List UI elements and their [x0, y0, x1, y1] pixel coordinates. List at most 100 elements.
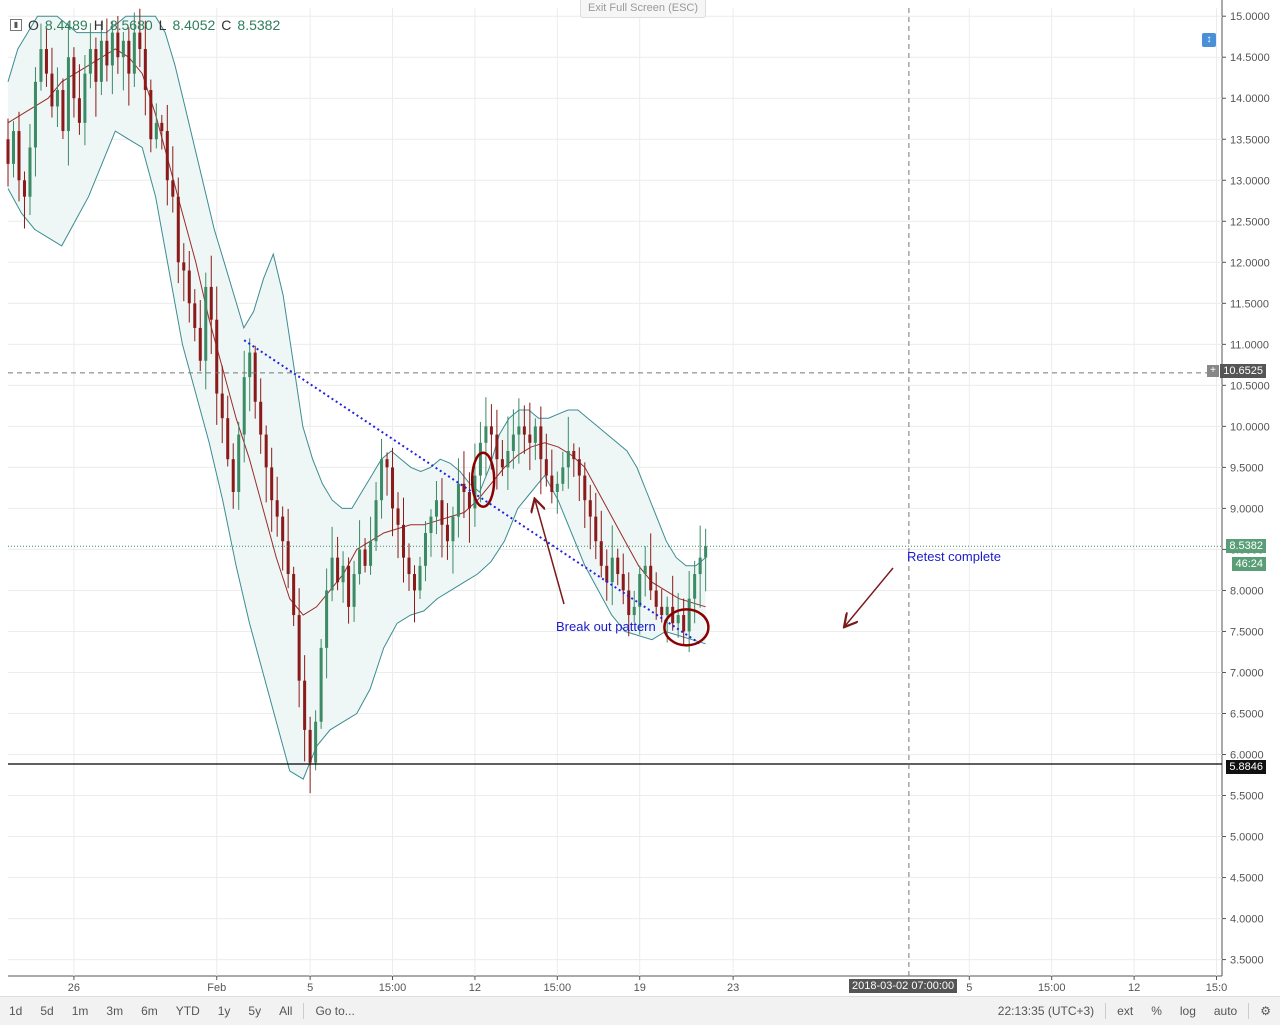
y-tick-label: 10.0000	[1230, 421, 1270, 433]
x-tick-label: 26	[68, 982, 80, 994]
y-tick-label: 5.5000	[1230, 791, 1264, 803]
goto-button[interactable]: Go to...	[315, 1004, 355, 1018]
candle-body	[462, 483, 466, 492]
candle-body	[484, 426, 488, 443]
candle-body	[171, 180, 175, 197]
candle-body	[281, 516, 285, 542]
candle-body	[149, 90, 153, 140]
candle-body	[489, 426, 493, 435]
percent-toggle[interactable]: %	[1151, 1004, 1162, 1018]
candle-body	[632, 606, 636, 616]
candle-body	[660, 606, 664, 616]
candle-body	[220, 393, 224, 419]
range-5y-button[interactable]: 5y	[248, 1004, 262, 1018]
candle-body	[242, 377, 246, 435]
x-tick-label: 23	[727, 982, 739, 994]
candle-body	[473, 475, 477, 509]
x-tick-label: 12	[469, 982, 481, 994]
range-1d-button[interactable]: 1d	[9, 1004, 23, 1018]
range-5d-button[interactable]: 5d	[40, 1004, 54, 1018]
candle-body	[17, 131, 21, 181]
bollinger-band	[7, 15, 706, 780]
candle-body	[308, 729, 312, 763]
candle-body	[143, 49, 147, 91]
candle-body	[11, 131, 16, 164]
candle-body	[391, 467, 395, 509]
exit-fullscreen-button[interactable]: Exit Full Screen (ESC)	[580, 0, 706, 18]
candle-body	[77, 98, 81, 123]
current-price-tag: 8.5382	[1226, 539, 1266, 553]
toolbar-divider	[1105, 1003, 1107, 1019]
candle-body	[577, 459, 581, 476]
candle-body	[665, 606, 669, 616]
range-all-button[interactable]: All	[279, 1004, 293, 1018]
collapse-icon[interactable]: ▮	[10, 19, 22, 31]
y-tick-label: 4.5000	[1230, 873, 1264, 885]
candle-body	[588, 500, 592, 517]
candle-body	[39, 49, 43, 82]
candle-body	[160, 122, 164, 132]
candle-body	[50, 73, 54, 107]
candle-body	[110, 32, 114, 66]
ext-toggle[interactable]: ext	[1117, 1004, 1134, 1018]
candle-body	[314, 721, 318, 763]
candle-body	[352, 574, 356, 607]
range-ytd-button[interactable]: YTD	[175, 1004, 200, 1018]
candlesticks	[6, 8, 708, 794]
ohlc-high-label: H	[93, 17, 104, 33]
candle-body	[396, 508, 400, 525]
log-toggle[interactable]: log	[1179, 1004, 1196, 1018]
candle-body	[561, 467, 565, 484]
range-3m-button[interactable]: 3m	[106, 1004, 124, 1018]
candle-body	[506, 450, 510, 468]
candle-body	[132, 32, 136, 74]
add-alert-icon[interactable]: +	[1207, 365, 1219, 377]
candle-body	[616, 557, 620, 575]
candle-body	[550, 475, 554, 492]
ohlc-open-label: O	[28, 17, 39, 33]
candle-body	[215, 319, 219, 394]
bollinger-upper	[7, 15, 706, 567]
candle-body	[55, 90, 59, 107]
candle-body	[434, 500, 438, 517]
annotation-retest: Retest complete	[907, 549, 1001, 564]
candle-body	[358, 549, 362, 575]
candle-body	[33, 81, 37, 148]
countdown-tag: 46:24	[1232, 557, 1266, 571]
ohlc-close-label: C	[221, 17, 232, 33]
candle-body	[336, 557, 340, 583]
candle-body	[412, 574, 417, 591]
candle-body	[638, 574, 642, 607]
x-tick-label: 12	[1128, 982, 1140, 994]
candle-body	[676, 615, 680, 624]
settings-gear-icon[interactable]: ⚙	[1260, 1004, 1271, 1018]
candle-body	[671, 606, 675, 624]
candle-body	[209, 286, 213, 320]
candle-body	[698, 557, 702, 575]
candle-body	[226, 418, 230, 460]
range-1y-button[interactable]: 1y	[217, 1004, 231, 1018]
y-tick-label: 8.0000	[1230, 585, 1264, 597]
candle-body	[176, 196, 180, 263]
candle-body	[83, 73, 87, 123]
candle-body	[693, 574, 697, 599]
scale-toggle-icon[interactable]: ↕	[1202, 33, 1216, 47]
x-tick-label: 15:00	[379, 982, 407, 994]
candle-body	[347, 565, 351, 607]
auto-toggle[interactable]: auto	[1213, 1004, 1238, 1018]
y-tick-label: 4.0000	[1230, 914, 1264, 926]
x-tick-label: 15:00	[544, 982, 572, 994]
candle-body	[237, 434, 241, 492]
y-tick-label: 15.0000	[1230, 11, 1270, 23]
candle-body	[605, 565, 609, 583]
ohlc-low-label: L	[158, 17, 167, 33]
range-1m-button[interactable]: 1m	[71, 1004, 89, 1018]
candle-body	[61, 90, 65, 132]
range-6m-button[interactable]: 6m	[141, 1004, 158, 1018]
candle-body	[105, 40, 109, 66]
candle-body	[456, 483, 460, 517]
x-tick-label: 15:0	[1206, 982, 1227, 994]
candle-body	[182, 262, 186, 271]
ohlc-low: 8.4052	[172, 17, 216, 33]
